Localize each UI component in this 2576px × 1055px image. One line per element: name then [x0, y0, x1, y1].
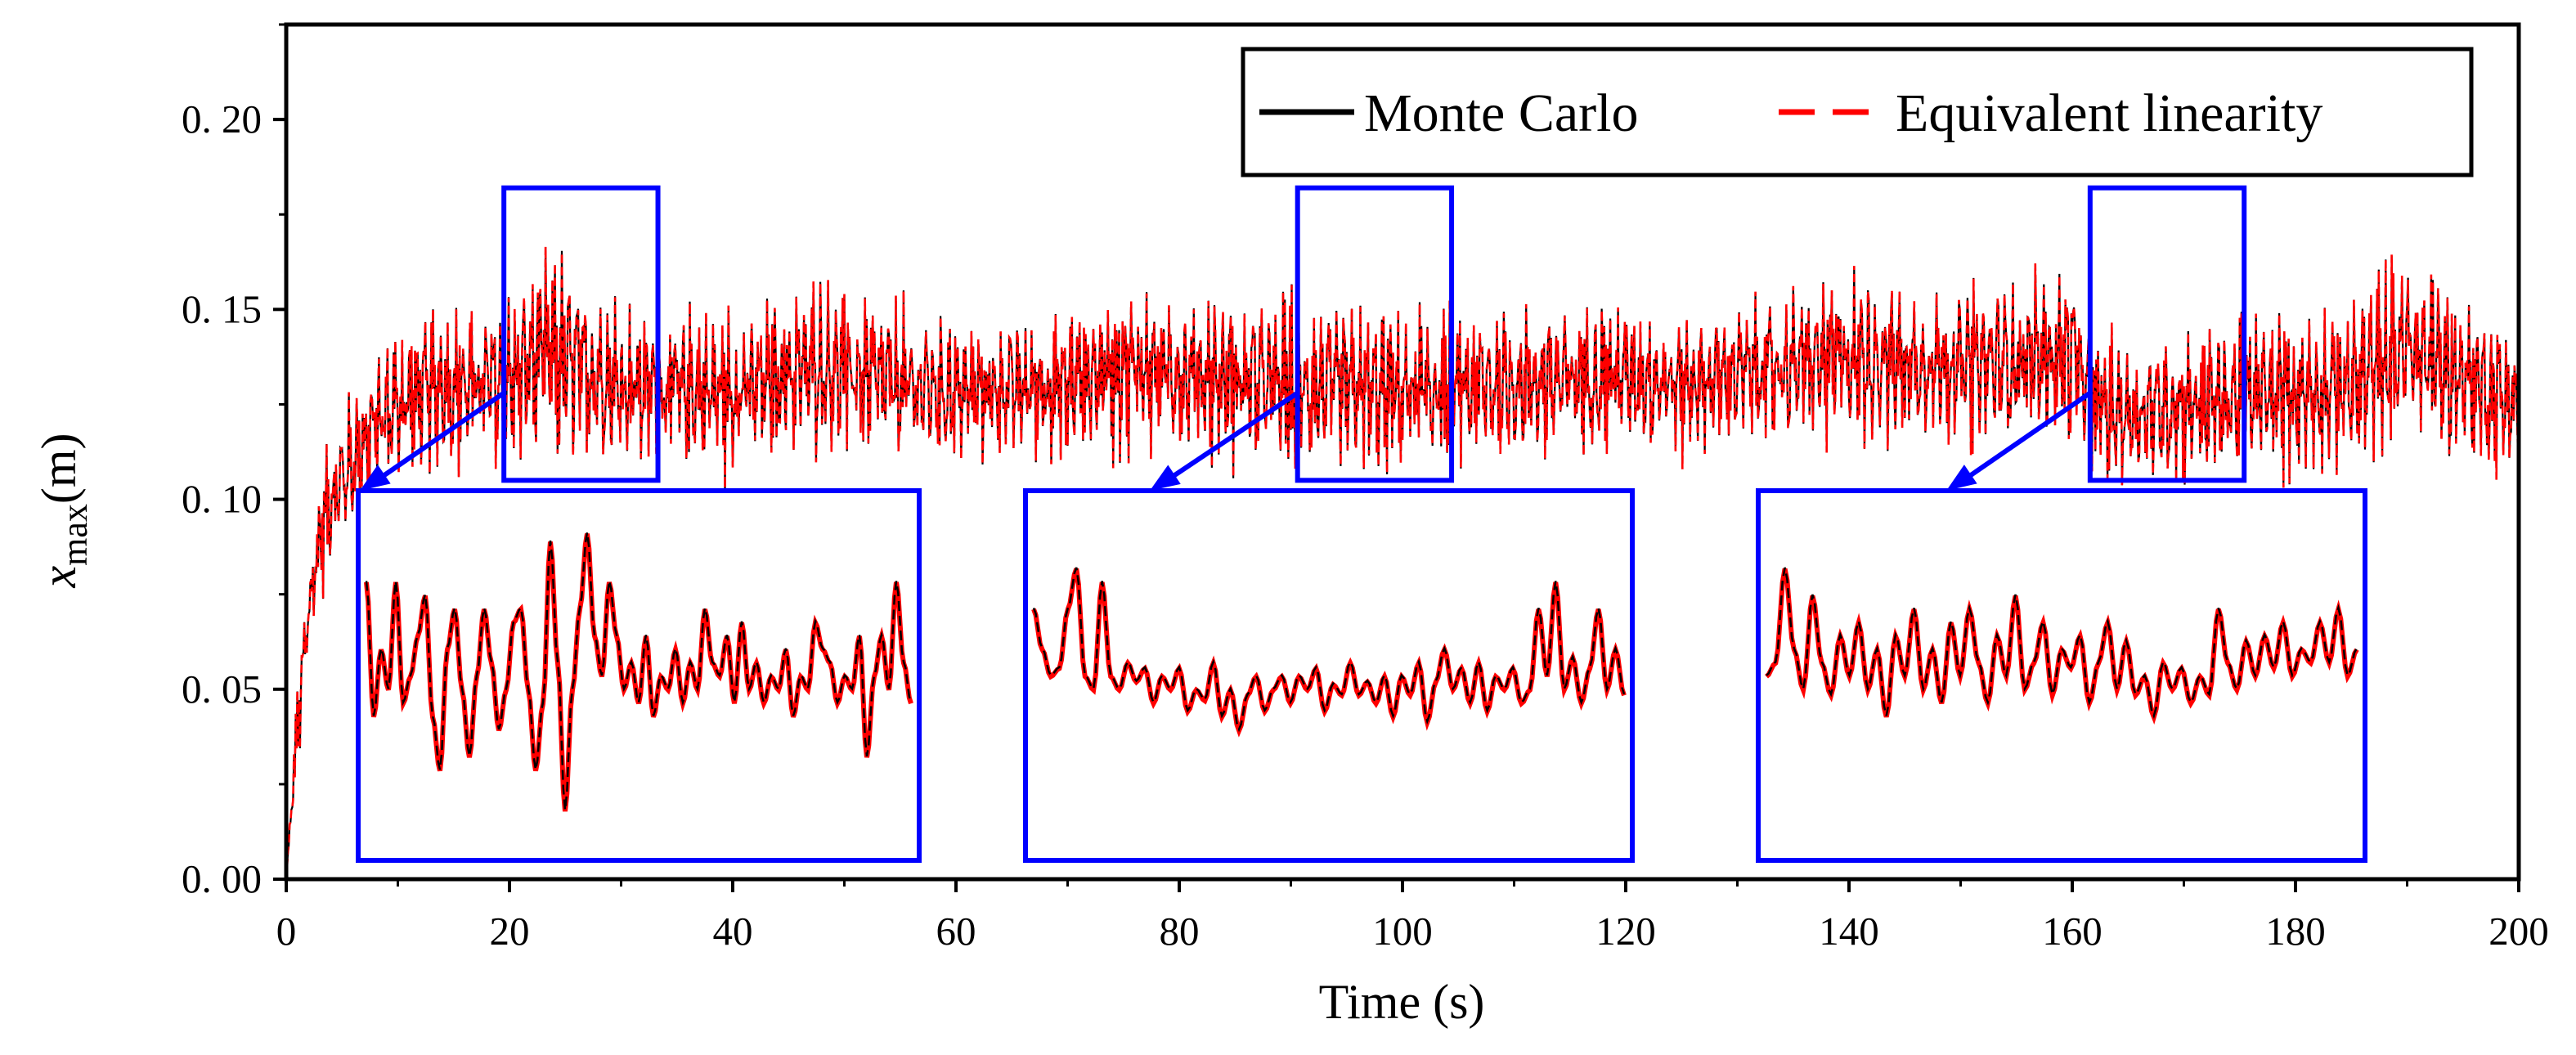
- y-axis-label-unit: (m): [32, 433, 86, 504]
- x-tick-label: 100: [1372, 909, 1433, 954]
- zoom-inset-1-line-monte-carlo: [365, 532, 913, 810]
- zoom-source-box-2: [1295, 185, 1455, 483]
- x-tick-label: 40: [713, 909, 753, 954]
- y-tick-label: 0. 20: [182, 97, 262, 141]
- zoom-arrowhead-2: [1150, 465, 1181, 491]
- y-tick-label: 0. 05: [182, 667, 262, 712]
- x-tick-label: 160: [2042, 909, 2103, 954]
- zoom-arrowhead-1: [360, 465, 391, 491]
- legend: Monte Carlo Equivalent linearity: [1241, 47, 2474, 177]
- y-axis-label: xmax(m): [32, 433, 95, 588]
- zoom-arrow-3: [1956, 391, 2092, 487]
- x-axis-label: Time (s): [1319, 975, 1485, 1029]
- zoom-inset-3-line-monte-carlo: [1766, 567, 2358, 720]
- zoom-arrow-1: [370, 391, 505, 487]
- series-line-equivalent-linearity: [285, 246, 2520, 880]
- y-tick-label: 0. 00: [182, 856, 262, 901]
- zoom-arrow-2: [1160, 391, 1299, 487]
- axes-layer: 0 20 40 60 80 100 120 140 160 180 200 0. 00 0. 05 0. …: [182, 22, 2549, 954]
- x-tick-label: 120: [1595, 909, 1656, 954]
- y-tick-label: 0. 10: [182, 477, 262, 522]
- y-axis-label-sub: max: [55, 504, 95, 566]
- x-tick-label: 200: [2488, 909, 2549, 954]
- zoom-source-box-3: [2087, 185, 2247, 483]
- zoom-inset-box-2: [1023, 488, 1635, 863]
- zoom-inset-2-line-monte-carlo: [1032, 567, 1626, 733]
- zoom-inset-box-1: [356, 488, 922, 863]
- x-tick-label: 0: [276, 909, 297, 954]
- zoom-arrowhead-3: [1946, 465, 1977, 491]
- y-axis-label-main: x: [32, 566, 86, 589]
- x-tick-label: 60: [936, 909, 976, 954]
- zoom-layer: [356, 185, 2367, 863]
- x-tick-label: 140: [1819, 909, 1879, 954]
- legend-label-equivalent-linearity: Equivalent linearity: [1896, 83, 2322, 143]
- x-tick-label: 180: [2265, 909, 2326, 954]
- x-tick-label: 20: [490, 909, 530, 954]
- x-tick-label: 80: [1160, 909, 1200, 954]
- legend-label-monte-carlo: Monte Carlo: [1364, 83, 1638, 143]
- zoom-inset-box-3: [1756, 488, 2367, 863]
- zoom-source-box-1: [501, 185, 661, 483]
- y-tick-label: 0. 15: [182, 286, 262, 331]
